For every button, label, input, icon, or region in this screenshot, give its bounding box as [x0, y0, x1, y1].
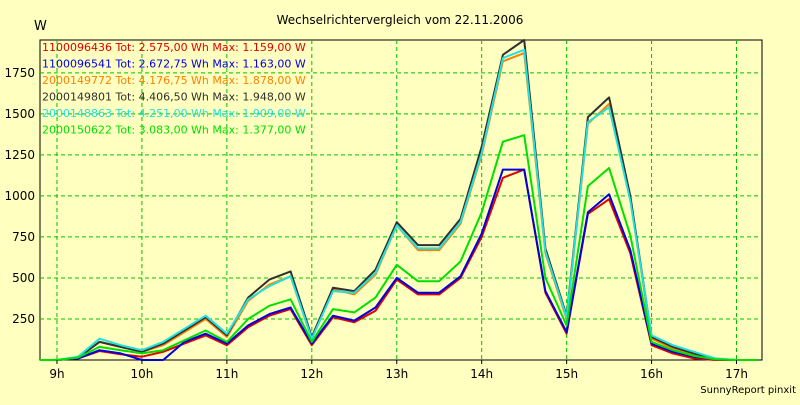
legend-entry-1100096541: 1100096541 Tot: 2.672,75 Wh Max: 1.163,0…: [42, 58, 306, 71]
y-tick-label: 250: [12, 312, 35, 326]
axis-ticks: 9h 10h 11h 12h 13h 14h 15h 16h 17h 250 500 750 1000 1…: [4, 66, 748, 381]
x-tick-label: 10h: [130, 367, 153, 381]
y-tick-label: 1500: [4, 107, 35, 121]
x-tick-label: 11h: [215, 367, 238, 381]
x-tick-label: 17h: [725, 367, 748, 381]
x-tick-label: 12h: [300, 367, 323, 381]
series-lines: [40, 39, 758, 361]
series-line-1100096541: [40, 168, 758, 361]
watermark-text: SunnyReport pinxit: [700, 385, 796, 396]
legend-entry-2000149772: 2000149772 Tot: 4.176,75 Wh Max: 1.878,0…: [42, 74, 306, 87]
y-tick-label: 500: [12, 271, 35, 285]
legend-entry-1100096436: 1100096436 Tot: 2.575,00 Wh Max: 1.159,0…: [42, 41, 306, 54]
y-tick-label: 1750: [4, 66, 35, 80]
legend-entry-2000150622: 2000150622 Tot: 3.083,00 Wh Max: 1.377,0…: [42, 124, 306, 137]
legend-entry-2000148863: 2000148863 Tot: 4.251,00 Wh Max: 1.909,0…: [42, 107, 306, 120]
x-tick-label: 9h: [49, 367, 64, 381]
y-tick-label: 1000: [4, 189, 35, 203]
legend: 1100096436 Tot: 2.575,00 Wh Max: 1.159,0…: [42, 41, 306, 137]
series-line-2000149801: [40, 39, 758, 361]
series-line-2000150622: [40, 134, 758, 361]
x-tick-label: 13h: [385, 367, 408, 381]
y-axis-label: W: [34, 19, 47, 34]
plot-area: [39, 39, 763, 361]
x-tick-label: 15h: [555, 367, 578, 381]
y-tick-label: 750: [12, 230, 35, 244]
chart-title: Wechselrichtervergleich vom 22.11.2006: [277, 13, 524, 27]
series-line-2000148863: [40, 48, 758, 361]
legend-entry-2000149801: 2000149801 Tot: 4.406,50 Wh Max: 1.948,0…: [42, 91, 306, 104]
x-tick-label: 14h: [470, 367, 493, 381]
y-tick-label: 1250: [4, 148, 35, 162]
grid-lines: [40, 40, 762, 360]
x-tick-label: 16h: [640, 367, 663, 381]
